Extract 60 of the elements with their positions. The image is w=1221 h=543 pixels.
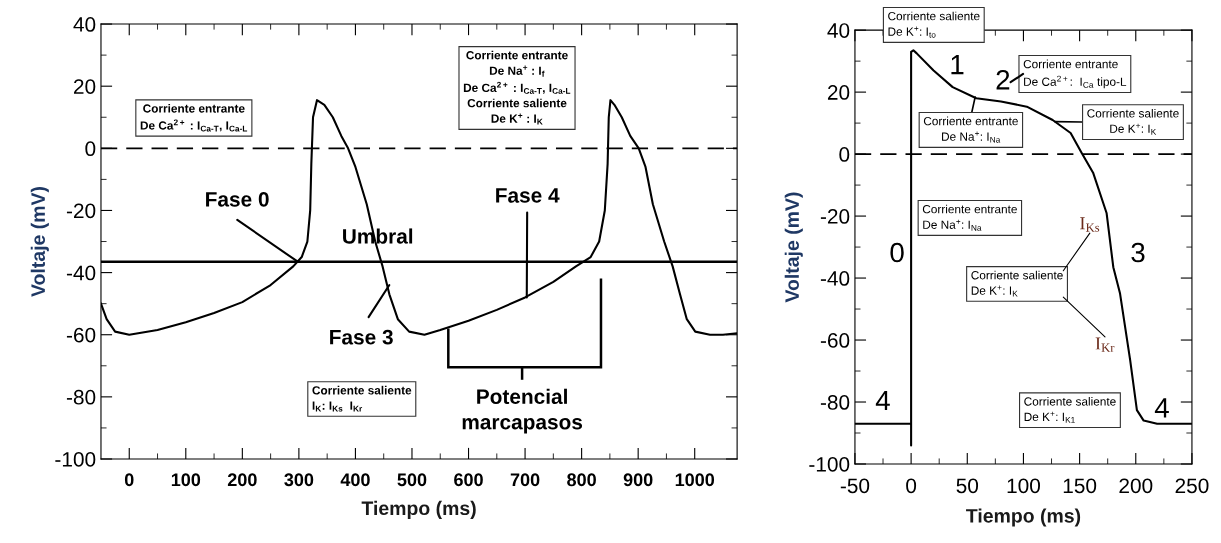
annotation: I$_{Kr}$	[1095, 337, 1115, 352]
annotation: 2	[996, 69, 1010, 90]
x-tick-label: 200	[227, 473, 257, 487]
annotation: I$_{Ks}$	[1080, 217, 1100, 232]
x-axis-title: Tiempo (ms)	[361, 500, 476, 519]
annotation: Corriente entrante De Ca$^{2+}$: I$_{Ca}$ tipo-L	[1023, 59, 1127, 89]
annotation: Corriente saliente I$_{K}$: I$_{Ks}$ I$_{Kr}$	[312, 385, 412, 412]
annotation: 1	[951, 55, 964, 75]
annotation: Corriente saliente De K$^{+}$: I$_{K1}$	[1024, 396, 1116, 423]
x-tick-label: 100	[171, 473, 201, 487]
x-tick-label: 600	[454, 473, 483, 487]
y-tick-label: -60	[820, 333, 850, 348]
annotation: 0	[890, 242, 904, 263]
x-tick-label: 100	[1007, 478, 1041, 494]
annotation: 4	[875, 390, 890, 410]
annotation: 4	[1154, 398, 1169, 418]
x-tick-label: 900	[623, 473, 653, 487]
x-tick-label: 1000	[675, 473, 715, 487]
x-axis-title: Tiempo (ms)	[966, 508, 1081, 527]
y-tick-label: -40	[820, 271, 850, 286]
y-tick-label: 0	[839, 147, 850, 162]
x-tick-label: -50	[840, 478, 870, 494]
annotation: 3	[1131, 242, 1145, 263]
y-tick-label: -20	[820, 209, 850, 224]
text: Corriente entrante De Na$^{+}$ : I$_{f}$ De Ca$^{2+}$ : I$_{Ca‐T}$, I$_{Ca‐L}$ Corriente saliente De K$^{+}$ : I$_{K}$	[463, 50, 571, 125]
annotation: Fase 0	[206, 191, 269, 207]
y-tick-label: 40	[73, 17, 96, 32]
annotation: Corriente saliente De K$^{+}$: I$_{K}$	[971, 270, 1063, 297]
x-tick-label: 300	[284, 473, 314, 487]
annotation: Corriente saliente De K$^{+}$: I$_{to}$	[888, 11, 980, 38]
y-axis-title: Voltaje (mV)	[784, 192, 803, 303]
annotation: Corriente entrante De Na$^{+}$: I$_{Na}$	[922, 204, 1017, 231]
annotation: Fase 4	[496, 188, 560, 203]
y-tick-label: -80	[820, 395, 850, 410]
y-tick-label: 40	[827, 23, 850, 38]
annotation: Potencial marcapasos	[462, 388, 583, 434]
x-tick-label: 700	[510, 473, 540, 487]
x-tick-label: 200	[1119, 478, 1153, 494]
annotation: Corriente entrante De Ca$^{2+}$ : I$_{Ca‐T}$, I$_{Ca‐L}$	[140, 103, 248, 132]
y-tick-label: -80	[66, 389, 96, 405]
annotation: Corriente saliente De K$^{+}$: I$_{K}$	[1087, 108, 1179, 135]
x-tick-label: 500	[397, 473, 427, 487]
annotation: Fase 3	[330, 329, 393, 345]
annotation: Corriente entrante De Na$^{+}$: I$_{Na}$	[923, 116, 1018, 143]
x-tick-label: 800	[567, 473, 596, 487]
x-tick-label: 50	[956, 478, 979, 494]
y-tick-label: -100	[809, 456, 850, 472]
x-tick-label: 400	[340, 473, 370, 487]
y-axis-title: Voltaje (mV)	[30, 187, 49, 297]
x-tick-label: 0	[124, 473, 134, 487]
x-tick-label: 250	[1175, 478, 1209, 494]
y-tick-label: -20	[66, 203, 96, 219]
y-tick-label: -40	[66, 265, 96, 281]
y-tick-label: 20	[827, 85, 850, 100]
y-tick-label: -60	[66, 327, 96, 343]
x-tick-label: 0	[906, 478, 917, 494]
x-tick-label: 150	[1063, 478, 1097, 494]
y-tick-label: 20	[73, 79, 96, 94]
y-tick-label: 0	[85, 141, 96, 157]
y-tick-label: -100	[55, 452, 96, 467]
